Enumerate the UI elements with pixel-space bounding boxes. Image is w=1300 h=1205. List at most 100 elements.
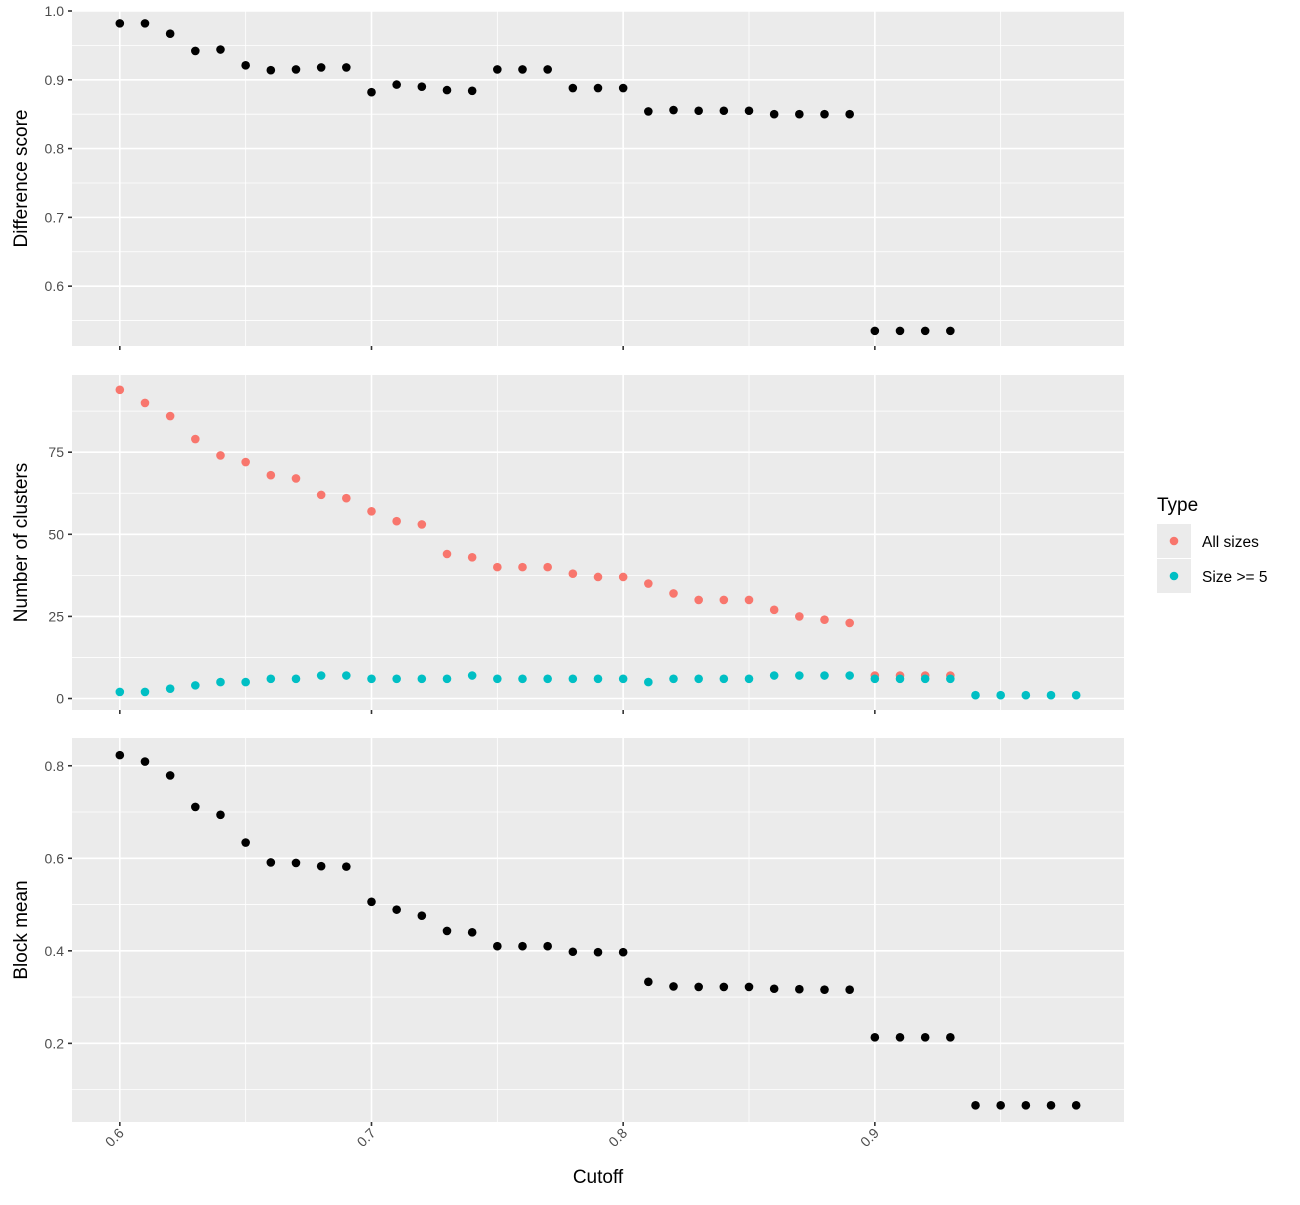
legend-title: Type [1157,495,1198,516]
y-tick-label: 0.7 [45,209,65,225]
data-point [895,674,905,684]
data-point [518,562,527,572]
y-tick-label: 0.6 [45,850,65,866]
data-point [518,674,527,684]
y-tick-label: 0.8 [45,758,65,774]
data-point [744,982,754,992]
panel-clusters: 0 25 50 75 Number of clusters [11,375,1124,714]
data-point [543,941,552,951]
data-point [140,19,150,28]
y-tick-label: 0.4 [45,943,65,959]
data-point [216,677,225,687]
data-point [694,982,703,992]
data-point [870,326,880,336]
data-point [946,674,955,684]
data-point [316,671,326,680]
data-point [342,63,351,72]
data-point [140,687,150,697]
data-point [342,493,351,503]
y-tick-label: 50 [48,526,64,542]
data-point [895,1033,905,1042]
data-point [744,595,754,605]
panels-layer: 0.6 0.7 0.8 0.9 1.0 Difference score 0 25 50 75 Nu… [11,3,1124,1150]
data-point [719,982,729,992]
panel-background [72,11,1124,346]
data-point [493,562,502,572]
data-point [417,674,427,684]
series-clusters-0 [115,385,955,680]
legend-key-size-5 [1169,571,1179,581]
data-point [971,690,980,700]
data-point [644,977,653,987]
data-point [593,572,603,582]
data-point [266,674,276,684]
legend-label-all-sizes: All sizes [1202,534,1259,551]
data-point [216,45,225,54]
y-tick-label: 0.6 [45,278,65,294]
data-point [644,107,653,116]
data-point [568,674,578,684]
panel-background [72,375,1124,710]
data-point [593,674,603,684]
data-point [417,520,427,529]
data-point [467,86,477,96]
x-axis-title: Cutoff [573,1167,624,1188]
y-tick-label: 25 [48,608,64,624]
data-point [493,65,502,74]
data-point [241,61,250,70]
data-point [744,106,754,116]
data-point [618,83,628,93]
data-point [191,46,200,56]
data-point [216,451,225,460]
data-point [140,757,150,766]
panel-blockmean: 0.2 0.4 0.6 0.8 Block mean [11,738,1124,1126]
data-point [694,595,703,605]
data-point [920,326,930,336]
data-point [568,569,578,579]
data-point [417,911,427,920]
data-point [316,63,326,72]
data-point [392,674,401,684]
data-point [467,671,477,680]
data-point [392,80,401,89]
data-point [1046,1101,1056,1110]
data-point [342,862,351,871]
data-point [543,65,552,74]
series-blockmean-0 [115,750,1081,1110]
y-axis-title: Difference score [11,110,32,248]
data-point [115,750,125,760]
data-point [467,928,477,937]
panel-background [72,738,1124,1122]
data-point [165,771,175,780]
data-point [719,674,729,684]
data-point [165,684,175,693]
data-point [442,674,452,684]
data-point [795,671,804,680]
y-tick-label: 0 [56,691,64,707]
data-point [971,1101,980,1110]
y-tick-label: 75 [48,444,64,460]
data-point [870,674,880,684]
data-point [744,674,754,684]
data-point [769,605,779,615]
data-point [493,941,502,951]
data-point [669,105,678,115]
data-point [316,861,326,871]
data-point [820,671,829,680]
data-point [367,674,376,684]
data-point [795,109,804,119]
data-point [115,385,125,395]
data-point [191,802,200,812]
legend: Type All sizes Size >= 5 [1157,495,1268,593]
data-point [442,85,452,95]
data-point [1021,1101,1031,1110]
data-point [946,1033,955,1042]
data-point [165,411,175,421]
data-point [467,552,477,562]
data-point [367,897,376,907]
data-point [694,106,703,116]
data-point [241,838,250,847]
data-point [845,671,854,680]
data-point [644,677,653,687]
